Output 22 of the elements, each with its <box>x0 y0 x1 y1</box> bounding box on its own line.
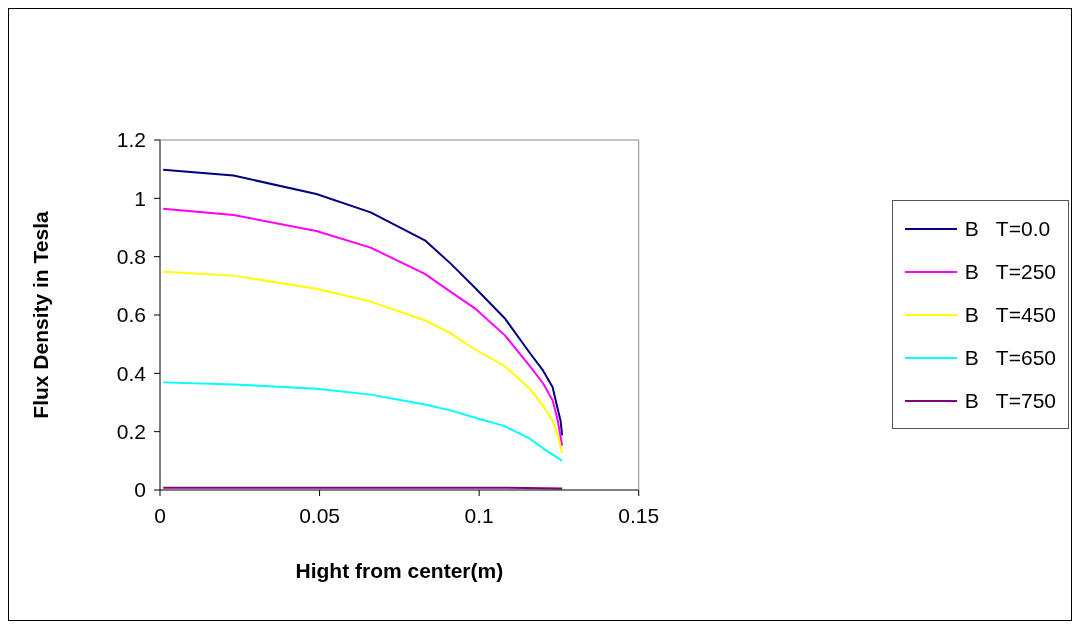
x-tick-label: 0.1 <box>464 503 494 527</box>
legend-label: B T=250 <box>964 259 1056 284</box>
x-tick-label: 0.15 <box>618 503 660 527</box>
y-tick-label: 0.4 <box>116 361 147 385</box>
y-tick-label: 0.6 <box>116 303 146 327</box>
line-series <box>162 270 564 454</box>
legend-label: B T=450 <box>964 302 1056 327</box>
x-axis-title: Hight from center(m) <box>295 559 504 582</box>
y-tick-label: 1.2 <box>116 128 146 152</box>
legend-label: B T=0.0 <box>964 216 1051 241</box>
line-series <box>162 207 564 447</box>
y-tick-label: 0 <box>134 478 146 502</box>
y-tick-label: 1 <box>134 186 146 210</box>
line-series <box>162 168 564 437</box>
legend-label: B T=650 <box>964 345 1056 370</box>
y-axis-title: Flux Density in Tesla <box>29 211 53 419</box>
y-tick-label: 0.8 <box>116 245 146 269</box>
x-tick-label: 0 <box>154 503 166 527</box>
legend-label: B T=750 <box>964 388 1056 413</box>
line-series <box>162 381 564 462</box>
x-tick-label: 0.05 <box>299 503 341 527</box>
y-tick-label: 0.2 <box>116 420 146 444</box>
